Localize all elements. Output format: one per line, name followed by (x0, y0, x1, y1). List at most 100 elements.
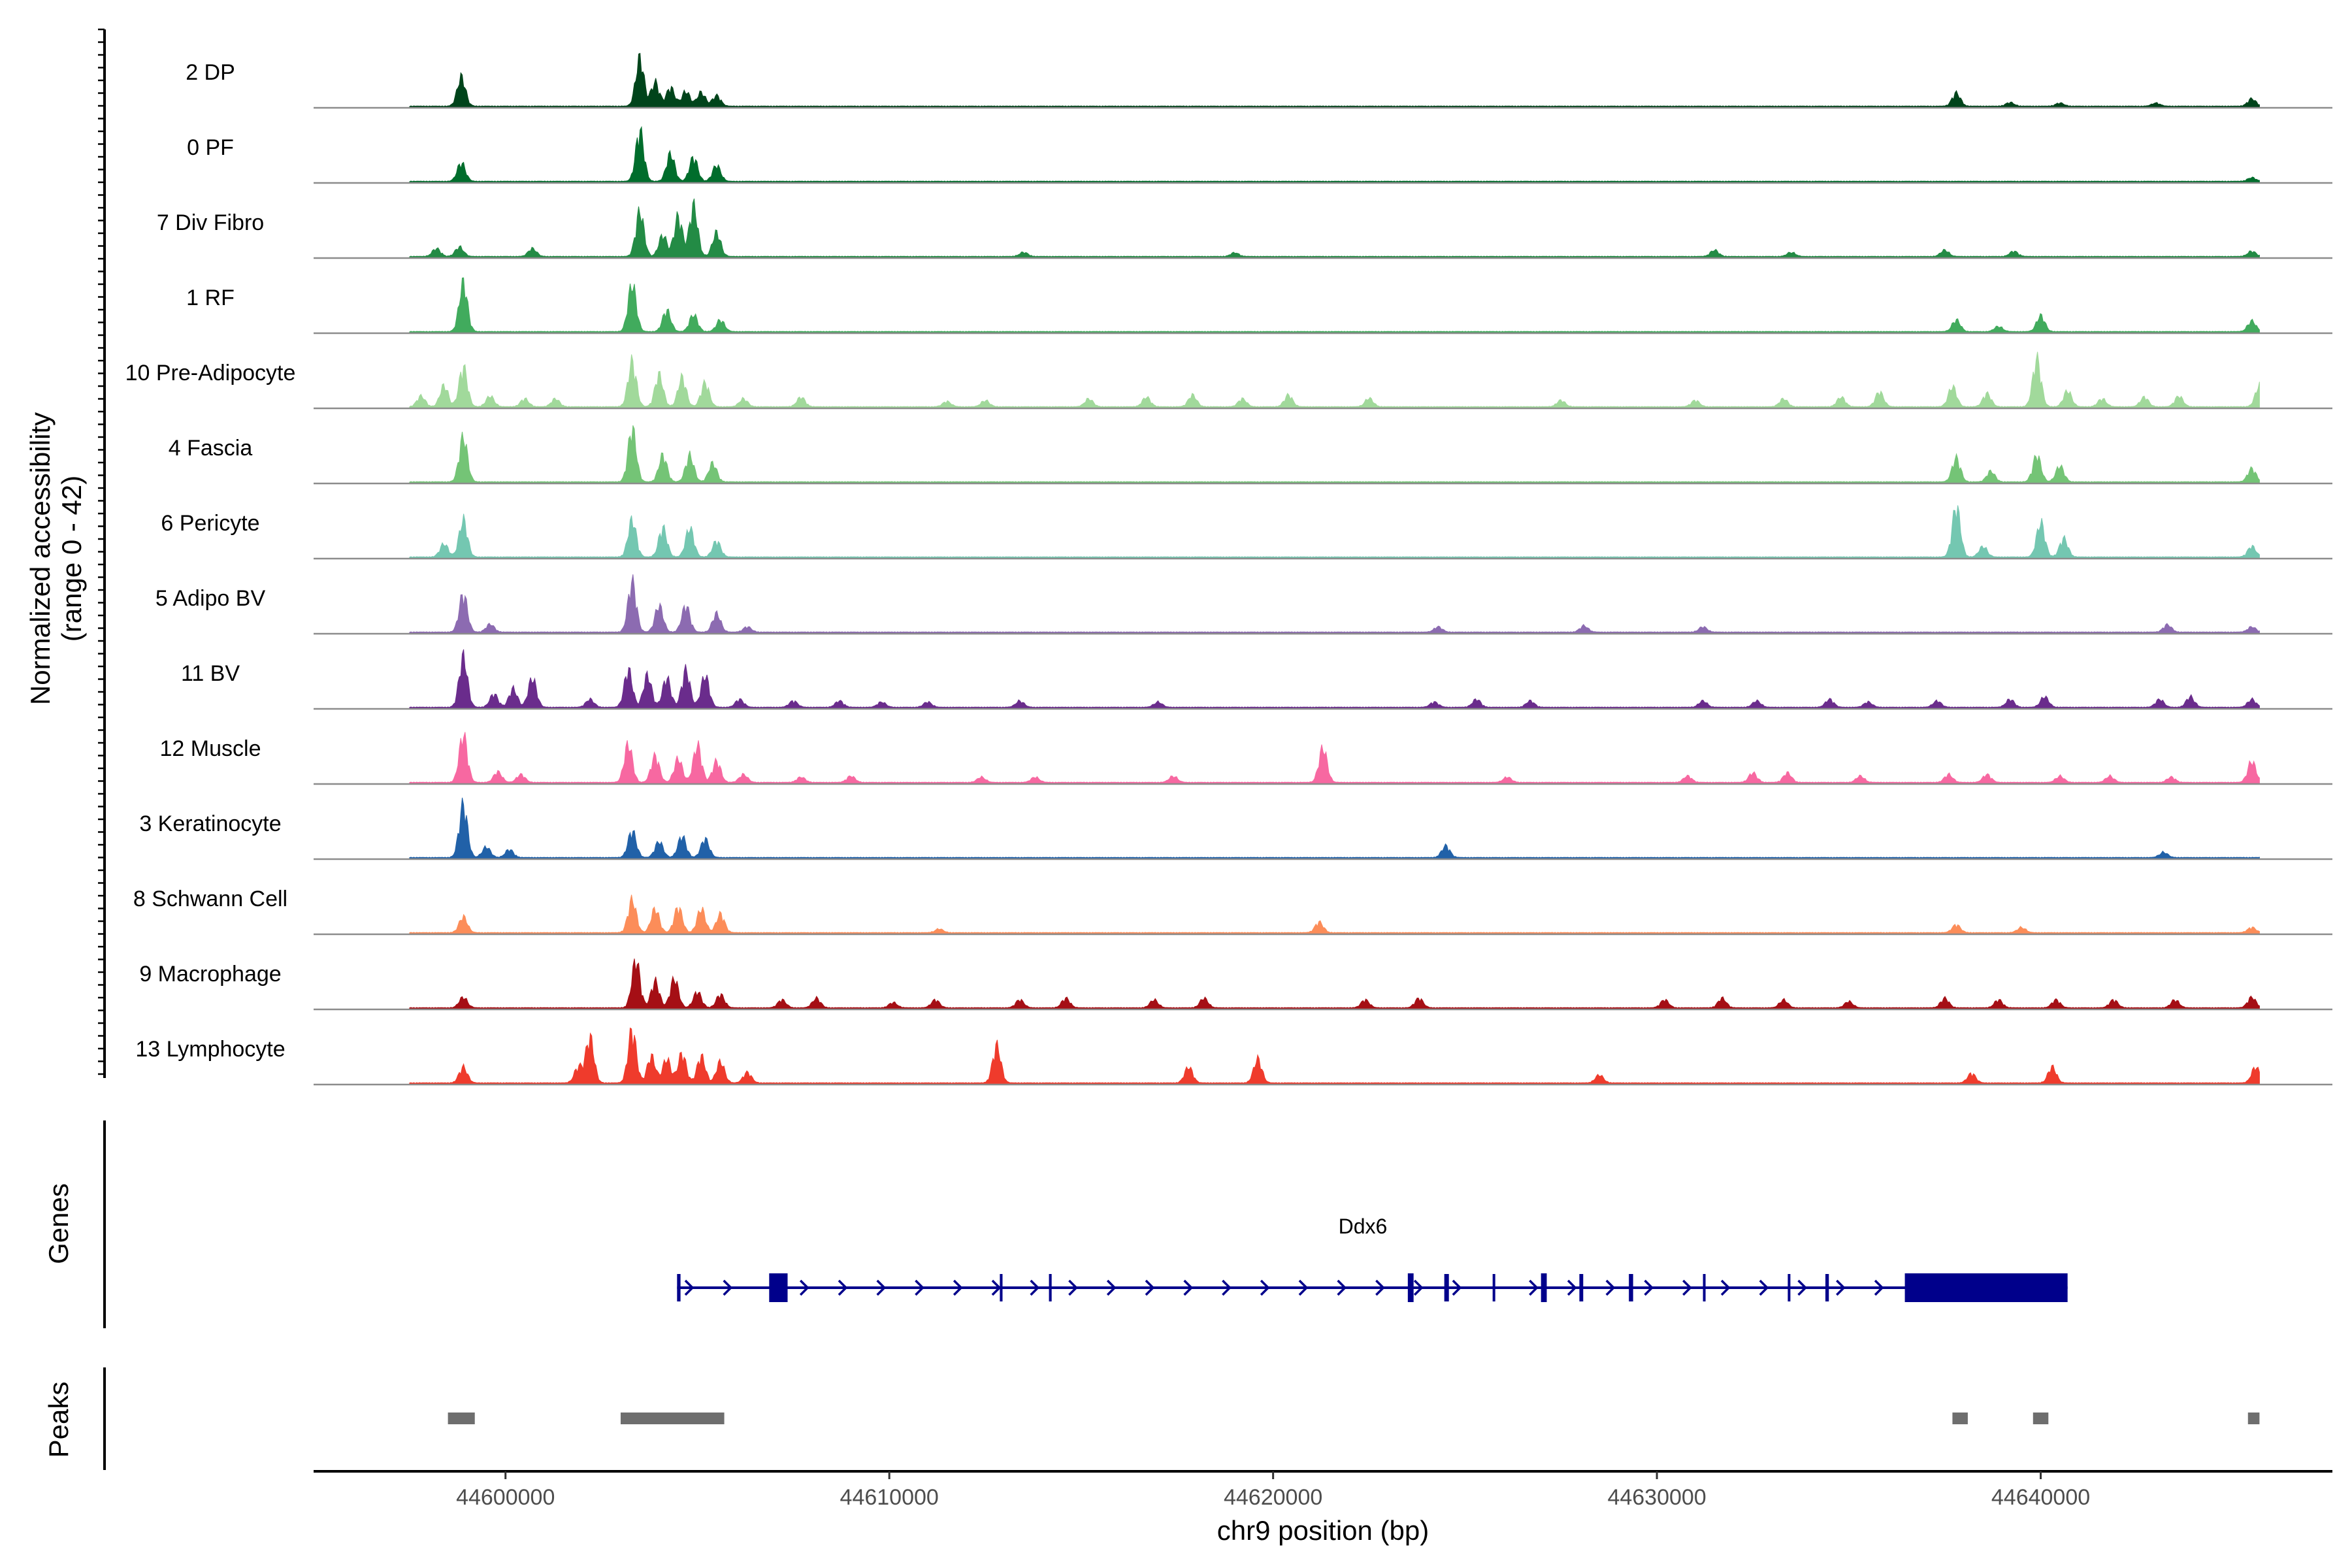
strand-arrow-icon (1260, 1279, 1270, 1296)
strand-arrow-icon (1337, 1279, 1347, 1296)
gene-exon (1492, 1274, 1495, 1301)
track-label: 1 RF (186, 286, 235, 310)
track-label: 9 Macrophage (139, 962, 281, 987)
gene-exon (1049, 1274, 1052, 1301)
gene-exon (1541, 1273, 1547, 1302)
x-axis-tick-label: 44600000 (456, 1485, 555, 1510)
gene-exon (1444, 1274, 1449, 1301)
track-12-muscle: 12 Muscle (160, 732, 2332, 785)
gene-exon (1579, 1274, 1584, 1301)
x-axis-title: chr9 position (bp) (1217, 1515, 1429, 1546)
peak-region (1952, 1413, 1968, 1424)
strand-arrow-icon (1068, 1279, 1078, 1296)
track-7-div-fibro: 7 Div Fibro (157, 198, 2332, 259)
strand-arrow-icon (1567, 1279, 1577, 1296)
strand-arrow-icon (1375, 1279, 1385, 1296)
track-10-pre-adipocyte: 10 Pre-Adipocyte (125, 351, 2332, 410)
strand-arrow-icon (1222, 1279, 1232, 1296)
track-3-keratinocyte: 3 Keratinocyte (139, 797, 2332, 860)
gene-exon (1904, 1273, 2068, 1302)
track-label: 10 Pre-Adipocyte (125, 361, 296, 385)
strand-arrow-icon (723, 1279, 733, 1296)
strand-arrow-icon (1644, 1279, 1654, 1296)
y-axis-title: Normalized accessibility (range 0 - 42) (25, 412, 87, 705)
coverage-area (409, 277, 2260, 334)
gene-exon (1703, 1274, 1706, 1301)
gene-name-ddx6: Ddx6 (1339, 1215, 1388, 1238)
strand-arrow-icon (1183, 1279, 1194, 1296)
strand-arrow-icon (838, 1279, 848, 1296)
strand-arrow-icon (1106, 1279, 1117, 1296)
peak-region (2247, 1413, 2260, 1424)
peak-region (620, 1413, 725, 1424)
strand-arrow-icon (915, 1279, 924, 1296)
strand-arrow-icon (1145, 1279, 1155, 1296)
gene-exon (1788, 1274, 1791, 1301)
gene-exon (1825, 1274, 1829, 1301)
gene-track: Ddx6 (677, 1215, 2068, 1302)
track-6-pericyte: 6 Pericyte (161, 505, 2332, 560)
x-axis-ticks: 44600000 44610000 44620000 44630000 44640000 (456, 1471, 2090, 1510)
strand-arrow-icon (684, 1279, 694, 1296)
track-0-pf: 0 PF (187, 125, 2332, 184)
coverage-area (409, 425, 2260, 484)
strand-arrow-icon (991, 1279, 1002, 1296)
strand-arrow-icon (1836, 1279, 1846, 1296)
peak-regions (448, 1413, 2260, 1424)
coverage-area (409, 505, 2260, 559)
track-label: 2 DP (186, 60, 235, 85)
gene-exon (677, 1274, 681, 1301)
track-label: 6 Pericyte (161, 511, 259, 536)
coverage-area (409, 351, 2260, 409)
strand-arrow-icon (1759, 1279, 1769, 1296)
track-4-fascia: 4 Fascia (169, 425, 2332, 485)
strand-arrow-icon (1720, 1279, 1731, 1296)
peak-region (2033, 1413, 2049, 1424)
y-axis-title-line2: (range 0 - 42) (56, 476, 87, 642)
track-label: 8 Schwann Cell (133, 887, 287, 911)
coverage-area (409, 198, 2260, 259)
coverage-area (409, 52, 2260, 108)
gene-exon (769, 1273, 788, 1302)
strand-arrow-icon (1298, 1279, 1309, 1296)
track-label: 0 PF (187, 135, 234, 160)
track-label: 7 Div Fibro (157, 210, 264, 235)
track-label: 4 Fascia (169, 436, 253, 461)
track-label: 12 Muscle (160, 736, 261, 761)
coverage-area (409, 1027, 2260, 1085)
track-5-adipo-bv: 5 Adipo BV (155, 574, 2332, 635)
x-axis-tick-label: 44630000 (1607, 1485, 1706, 1510)
strand-arrow-icon (1452, 1279, 1462, 1296)
coverage-area (409, 125, 2260, 184)
x-axis-tick-label: 44640000 (1991, 1485, 2090, 1510)
track-label: 13 Lymphocyte (135, 1037, 285, 1062)
coverage-tracks: 2 DP 0 PF 7 Div Fibro 1 RF 10 Pre-Adipocyte 4… (125, 52, 2332, 1086)
strand-arrow-icon (1874, 1279, 1884, 1296)
strand-arrow-icon (1797, 1279, 1808, 1296)
strand-arrow-icon (953, 1279, 963, 1296)
gene-exon (1629, 1274, 1633, 1301)
track-11-bv: 11 BV (181, 649, 2332, 710)
peaks-panel-label: Peaks (43, 1382, 74, 1458)
coverage-area (409, 732, 2260, 785)
strand-arrow-icon (1413, 1279, 1424, 1296)
peak-region (448, 1413, 475, 1424)
track-2-dp: 2 DP (186, 52, 2332, 109)
strand-arrow-icon (876, 1279, 887, 1296)
coverage-area (409, 574, 2260, 634)
coverage-area (409, 797, 2260, 860)
coverage-area (409, 649, 2260, 710)
coverage-area (409, 894, 2260, 935)
y-axis-ticks (98, 28, 105, 1075)
strand-arrow-icon (1682, 1279, 1692, 1296)
genes-panel-label: Genes (43, 1183, 74, 1264)
track-label: 5 Adipo BV (155, 586, 266, 611)
strand-arrow-icon (1605, 1279, 1616, 1296)
track-13-lymphocyte: 13 Lymphocyte (135, 1027, 2332, 1086)
strand-arrow-icon (1030, 1279, 1040, 1296)
x-axis-tick-label: 44620000 (1224, 1485, 1322, 1510)
coverage-area (409, 958, 2260, 1010)
strand-arrow-icon (799, 1279, 809, 1296)
strand-arrow-icon (1529, 1279, 1539, 1296)
